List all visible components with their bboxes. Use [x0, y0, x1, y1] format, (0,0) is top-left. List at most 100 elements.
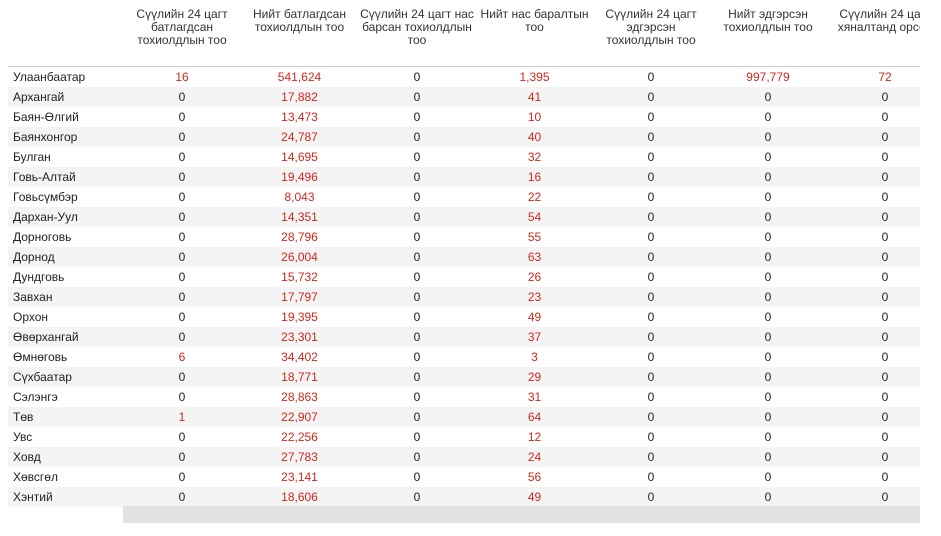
horizontal-scrollbar-thumb[interactable]: [123, 506, 920, 523]
value-cell: 26: [527, 270, 542, 284]
column-header-new-monitored[interactable]: Сүүлийн 24 цагт хяналтанд орсон: [825, 8, 920, 67]
value-cell: 13,473: [281, 110, 318, 124]
value-cell: 0: [591, 287, 711, 307]
value-cell: 0: [825, 127, 920, 147]
column-header-region: [8, 8, 121, 67]
region-name-cell: Өвөрхангай: [8, 327, 121, 347]
value-cell: 0: [178, 110, 186, 124]
value-cell: 0: [121, 127, 243, 147]
value-cell: 0: [825, 87, 920, 107]
region-name-cell: Өмнөговь: [13, 350, 68, 364]
value-cell: 0: [413, 150, 421, 164]
value-cell: 0: [591, 447, 711, 467]
column-header-total-confirmed[interactable]: Нийт батлагдсан тохиолдлын тоо: [243, 8, 356, 67]
value-cell: 0: [121, 327, 243, 347]
value-cell: 0: [121, 447, 243, 467]
region-name-cell: Дархан-Уул: [8, 207, 121, 227]
table-row: Булган 0 14,695 0 32 0 0 0: [8, 147, 920, 167]
table-row: Ховд 0 27,783 0 24 0 0 0: [8, 447, 920, 467]
value-cell: 0: [711, 287, 825, 307]
value-cell: 28,796: [281, 230, 318, 244]
value-cell: 14,695: [281, 150, 318, 164]
value-cell: 22,256: [281, 430, 318, 444]
value-cell: 0: [591, 487, 711, 507]
value-cell: 0: [711, 367, 825, 387]
value-cell: 0: [881, 150, 889, 164]
table-row: Завхан 0 17,797 0 23 0 0 0: [8, 287, 920, 307]
value-cell: 17,882: [243, 87, 356, 107]
value-cell: 0: [356, 87, 478, 107]
table-row: Төв 1 22,907 0 64 0 0 0: [8, 407, 920, 427]
value-cell: 49: [478, 487, 591, 507]
value-cell: 0: [647, 350, 655, 364]
column-header-new-confirmed[interactable]: Сүүлийн 24 цагт батлагдсан тохиолдлын то…: [121, 8, 243, 67]
table-viewport[interactable]: Сүүлийн 24 цагт батлагдсан тохиолдлын то…: [0, 0, 920, 536]
value-cell: 0: [825, 487, 920, 507]
value-cell: 0: [711, 327, 825, 347]
value-cell: 0: [825, 447, 920, 467]
region-name-cell: Төв: [8, 407, 121, 427]
table-row: Сэлэнгэ 0 28,863 0 31 0 0 0: [8, 387, 920, 407]
value-cell: 0: [413, 430, 421, 444]
value-cell: 0: [591, 407, 711, 427]
value-cell: 31: [527, 390, 542, 404]
value-cell: 17,797: [243, 287, 356, 307]
value-cell: 40: [478, 127, 591, 147]
table-row: Дорнод 0 26,004 0 63 0 0 0: [8, 247, 920, 267]
region-name-cell: Завхан: [8, 287, 121, 307]
value-cell: 0: [711, 87, 825, 107]
table-row: Өвөрхангай 0 23,301 0 37 0 0 0: [8, 327, 920, 347]
value-cell: 0: [764, 150, 772, 164]
value-cell: 0: [356, 167, 478, 187]
value-cell: 0: [356, 247, 478, 267]
value-cell: 12: [527, 430, 542, 444]
value-cell: 0: [413, 230, 421, 244]
value-cell: 0: [881, 190, 889, 204]
value-cell: 541,624: [277, 70, 322, 84]
value-cell: 14,351: [243, 207, 356, 227]
value-cell: 29: [478, 367, 591, 387]
value-cell: 0: [356, 207, 478, 227]
value-cell: 0: [881, 230, 889, 244]
value-cell: 0: [356, 287, 478, 307]
value-cell: 1,395: [519, 70, 550, 84]
value-cell: 0: [178, 470, 186, 484]
value-cell: 63: [478, 247, 591, 267]
column-header-total-deaths[interactable]: Нийт нас баралтын тоо: [478, 8, 591, 67]
value-cell: 0: [591, 327, 711, 347]
column-header-new-deaths[interactable]: Сүүлийн 24 цагт нас барсан тохиолдлын то…: [356, 8, 478, 67]
value-cell: 0: [647, 310, 655, 324]
value-cell: 0: [825, 167, 920, 187]
region-name-cell: Орхон: [13, 310, 49, 324]
table-body: Улаанбаатар 16 541,624 0 1,395 0 997,779 72 Арха…: [8, 67, 920, 507]
region-name-cell: Баянхонгор: [8, 127, 121, 147]
value-cell: 0: [825, 367, 920, 387]
value-cell: 0: [647, 430, 655, 444]
value-cell: 0: [413, 110, 421, 124]
value-cell: 28,863: [281, 390, 318, 404]
table-row: Увс 0 22,256 0 12 0 0 0: [8, 427, 920, 447]
value-cell: 0: [647, 110, 655, 124]
value-cell: 997,779: [746, 70, 790, 84]
value-cell: 0: [647, 70, 655, 84]
table-row: Архангай 0 17,882 0 41 0 0 0: [8, 87, 920, 107]
value-cell: 19,496: [243, 167, 356, 187]
column-header-new-recovered[interactable]: Сүүлийн 24 цагт эдгэрсэн тохиолдлын тоо: [591, 8, 711, 67]
value-cell: 41: [478, 87, 591, 107]
table-row: Сүхбаатар 0 18,771 0 29 0 0 0: [8, 367, 920, 387]
region-name-cell: Хэнтий: [8, 487, 121, 507]
value-cell: 0: [825, 327, 920, 347]
value-cell: 27,783: [243, 447, 356, 467]
region-name-cell: Баян-Өлгий: [13, 110, 79, 124]
value-cell: 0: [647, 470, 655, 484]
value-cell: 10: [527, 110, 542, 124]
value-cell: 0: [178, 430, 186, 444]
column-header-total-recovered[interactable]: Нийт эдгэрсэн тохиолдлын тоо: [711, 8, 825, 67]
value-cell: 0: [413, 270, 421, 284]
value-cell: 34,402: [281, 350, 318, 364]
value-cell: 0: [356, 407, 478, 427]
value-cell: 22,907: [243, 407, 356, 427]
value-cell: 0: [647, 270, 655, 284]
value-cell: 0: [121, 207, 243, 227]
value-cell: 18,771: [243, 367, 356, 387]
